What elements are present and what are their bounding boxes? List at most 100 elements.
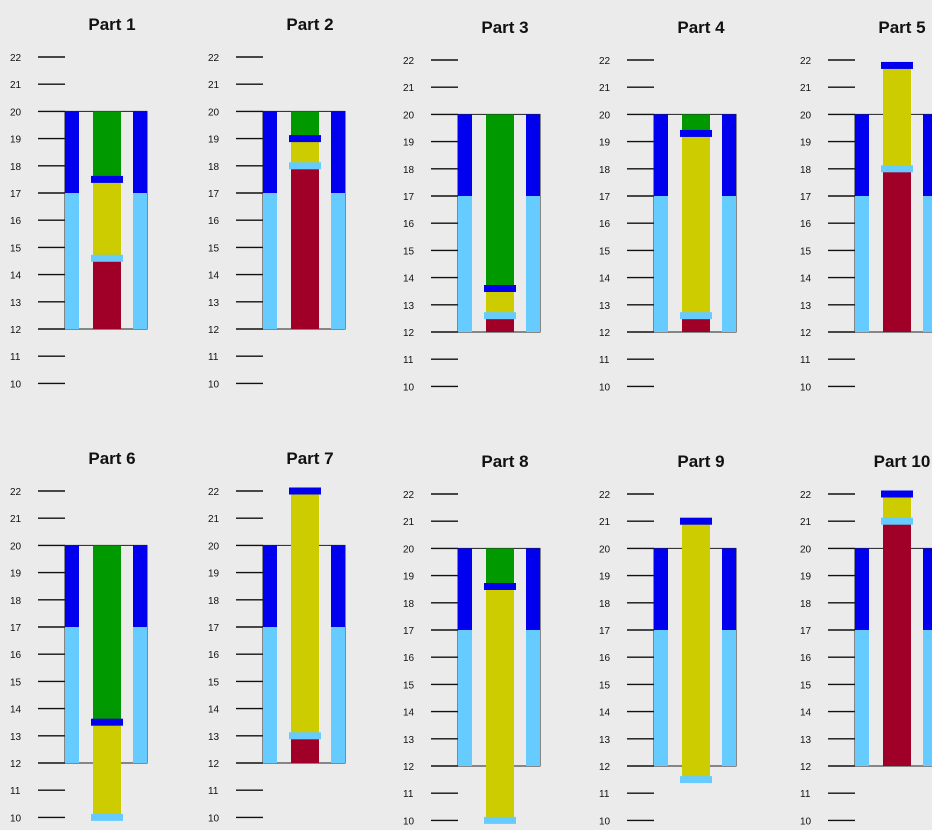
marker-dark (91, 718, 123, 726)
y-tick-label: 20 (599, 110, 611, 121)
bar-segment-green (93, 545, 121, 723)
y-tick-label: 14 (10, 705, 22, 716)
marker-light (680, 312, 712, 320)
chart-panel: Part 8 10 11 12 13 14 15 16 17 18 19 20 21 22 (403, 452, 541, 827)
y-tick-label: 20 (800, 544, 812, 555)
y-tick-label: 20 (599, 544, 611, 555)
frame-column-upper (654, 548, 668, 630)
panel-title: Part 9 (677, 452, 724, 471)
frame-column-lower (526, 196, 540, 332)
panel-title: Part 1 (88, 15, 135, 34)
frame-column-upper (133, 111, 147, 193)
y-tick-label: 15 (800, 246, 812, 257)
y-tick-label: 13 (10, 298, 22, 309)
y-tick-label: 21 (208, 80, 220, 91)
y-tick-label: 13 (800, 301, 812, 312)
y-tick-label: 15 (10, 677, 22, 688)
frame-column-upper (133, 545, 147, 627)
marker-light (680, 776, 712, 784)
panel-title: Part 8 (481, 452, 528, 471)
y-tick-label: 20 (403, 110, 415, 121)
bar-segment-yellow (486, 288, 514, 316)
marker-light (881, 165, 913, 173)
y-tick-label: 10 (208, 379, 220, 390)
chart-panel: Part 1 10 11 12 13 14 15 16 17 18 19 20 21 22 (10, 15, 148, 390)
y-tick-label: 18 (599, 599, 611, 610)
y-tick-label: 19 (10, 135, 22, 146)
y-tick-label: 14 (403, 274, 415, 285)
y-tick-label: 19 (599, 138, 611, 149)
y-tick-label: 14 (800, 274, 812, 285)
y-tick-label: 16 (403, 653, 415, 664)
marker-light (484, 816, 516, 824)
frame-column-lower (65, 627, 79, 763)
chart-panel: Part 2 10 11 12 13 14 15 16 17 18 19 20 21 22 (208, 15, 346, 390)
bar-segment-red (486, 315, 514, 332)
frame-column-lower (263, 627, 277, 763)
y-tick-label: 18 (599, 165, 611, 176)
y-tick-label: 10 (800, 816, 812, 825)
chart-panel: Part 3 10 11 12 13 14 15 16 17 18 19 20 21 22 (403, 18, 541, 393)
y-tick-label: 11 (403, 789, 414, 800)
bar-segment-green (486, 114, 514, 289)
y-tick-label: 21 (800, 517, 812, 528)
y-tick-label: 13 (10, 732, 22, 743)
y-tick-label: 12 (599, 762, 611, 773)
y-tick-label: 10 (599, 816, 611, 825)
y-tick-label: 17 (10, 623, 22, 634)
frame-column-upper (722, 548, 736, 630)
frame-column-upper (331, 111, 345, 193)
frame-column-upper (263, 111, 277, 193)
bar-segment-yellow (682, 521, 710, 780)
chart-panel: Part 5 10 11 12 13 14 15 16 17 18 19 20 21 22 (800, 18, 932, 393)
y-tick-label: 20 (10, 107, 22, 118)
panel-title: Part 4 (677, 18, 725, 37)
frame-column-upper (855, 548, 869, 630)
y-tick-label: 13 (208, 732, 220, 743)
y-tick-label: 21 (599, 83, 611, 94)
y-tick-label: 18 (403, 599, 415, 610)
y-tick-label: 10 (599, 382, 611, 393)
y-tick-label: 17 (599, 626, 611, 637)
y-tick-label: 18 (800, 599, 812, 610)
y-tick-label: 21 (599, 517, 611, 528)
y-tick-label: 19 (800, 138, 812, 149)
y-tick-label: 14 (208, 705, 220, 716)
bar-segment-red (883, 521, 911, 766)
y-tick-label: 11 (208, 352, 219, 363)
frame-column-upper (526, 548, 540, 630)
y-tick-label: 15 (208, 243, 220, 254)
y-tick-label: 17 (599, 192, 611, 203)
y-tick-label: 16 (599, 219, 611, 230)
y-tick-label: 22 (599, 56, 611, 67)
frame-column-lower (654, 630, 668, 766)
y-tick-label: 18 (208, 596, 220, 607)
y-tick-label: 16 (800, 219, 812, 230)
y-tick-label: 13 (403, 301, 415, 312)
panel-title: Part 7 (286, 449, 333, 468)
bar-segment-yellow (883, 494, 911, 522)
marker-dark (289, 135, 321, 143)
y-tick-label: 21 (403, 517, 415, 528)
panel-title: Part 3 (481, 18, 528, 37)
y-tick-label: 14 (403, 708, 415, 719)
marker-light (289, 732, 321, 740)
frame-column-upper (855, 114, 869, 196)
y-tick-label: 19 (208, 569, 220, 580)
marker-dark (484, 582, 516, 590)
marker-dark (91, 175, 123, 183)
frame-column-lower (722, 630, 736, 766)
y-tick-label: 16 (403, 219, 415, 230)
panel-title: Part 6 (88, 449, 135, 468)
y-tick-label: 14 (10, 271, 22, 282)
y-tick-label: 12 (403, 328, 415, 339)
y-tick-label: 22 (599, 490, 611, 501)
y-tick-label: 19 (599, 572, 611, 583)
y-tick-label: 11 (10, 352, 21, 363)
y-tick-label: 20 (10, 541, 22, 552)
y-tick-label: 19 (403, 572, 415, 583)
y-tick-label: 19 (403, 138, 415, 149)
y-tick-label: 12 (10, 325, 22, 336)
